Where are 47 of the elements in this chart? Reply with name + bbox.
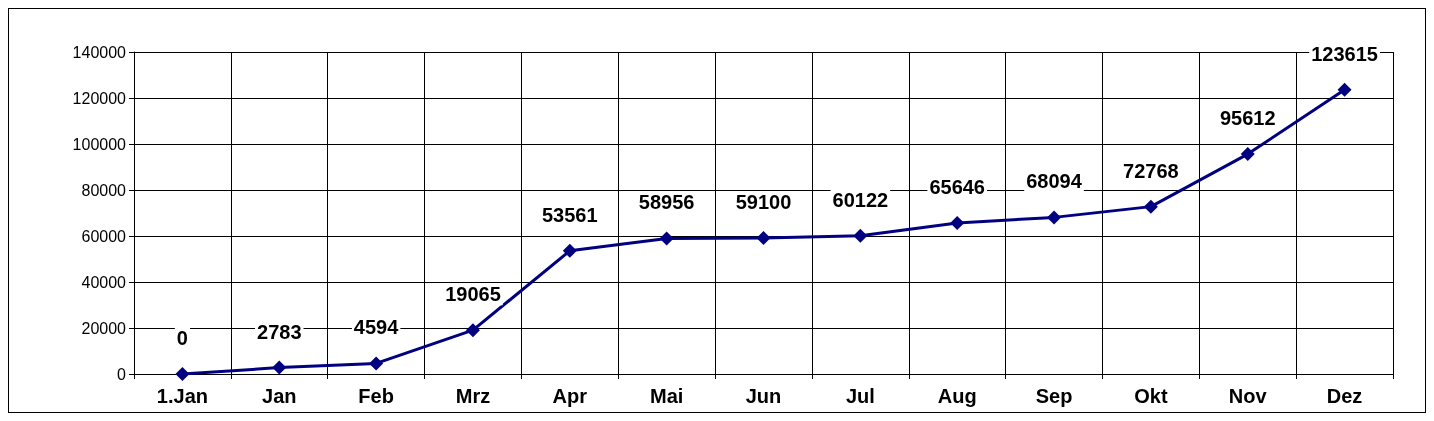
y-tick-label: 80000	[81, 181, 127, 199]
y-tick-label: 140000	[72, 43, 127, 61]
y-tick-label: 40000	[81, 273, 127, 291]
data-label: 65646	[929, 176, 985, 199]
x-tick-label: Mrz	[455, 385, 491, 407]
data-label: 53561	[542, 203, 598, 226]
point	[562, 243, 577, 258]
point	[1240, 147, 1255, 162]
x-tick-label: Jun	[745, 385, 782, 407]
point	[1337, 82, 1352, 97]
y-tick-label: 60000	[81, 227, 127, 245]
x-tick-label: Okt	[1134, 385, 1168, 407]
y-tick-label: 20000	[81, 319, 127, 337]
x-tick-label: Jul	[845, 385, 875, 407]
y-tick-label: 100000	[72, 135, 127, 153]
data-label: 72768	[1123, 159, 1179, 182]
point	[1047, 210, 1062, 225]
y-tick-label: 0	[117, 365, 127, 383]
data-label: 19065	[445, 283, 501, 306]
point	[853, 228, 868, 243]
point	[756, 231, 771, 246]
data-label: 95612	[1219, 107, 1276, 130]
point	[369, 356, 384, 371]
point	[175, 367, 190, 381]
x-tick-label: Jan	[262, 385, 297, 407]
x-tick-label: Sep	[1035, 385, 1073, 407]
data-label: 123615	[1311, 42, 1378, 65]
point	[659, 231, 674, 246]
x-tick-label: Mai	[649, 385, 684, 407]
point	[1143, 199, 1158, 214]
x-tick-label: Apr	[552, 385, 588, 407]
data-label: 60122	[832, 188, 889, 211]
data-label: 68094	[1026, 170, 1083, 193]
point	[950, 216, 965, 231]
y-tick-label: 120000	[72, 89, 127, 107]
x-tick-label: Nov	[1228, 385, 1268, 407]
x-tick-label: Dez	[1326, 385, 1363, 407]
x-tick-label: Feb	[358, 385, 394, 407]
data-label: 4594	[353, 316, 400, 339]
data-label: 58956	[638, 191, 695, 214]
x-tick-label: 1.Jan	[156, 385, 208, 407]
x-tick-label: Aug	[937, 385, 977, 407]
data-label: 59100	[735, 191, 792, 214]
point	[465, 323, 480, 338]
data-label: 0	[176, 327, 188, 349]
point	[272, 360, 287, 375]
data-label: 2783	[257, 320, 302, 343]
